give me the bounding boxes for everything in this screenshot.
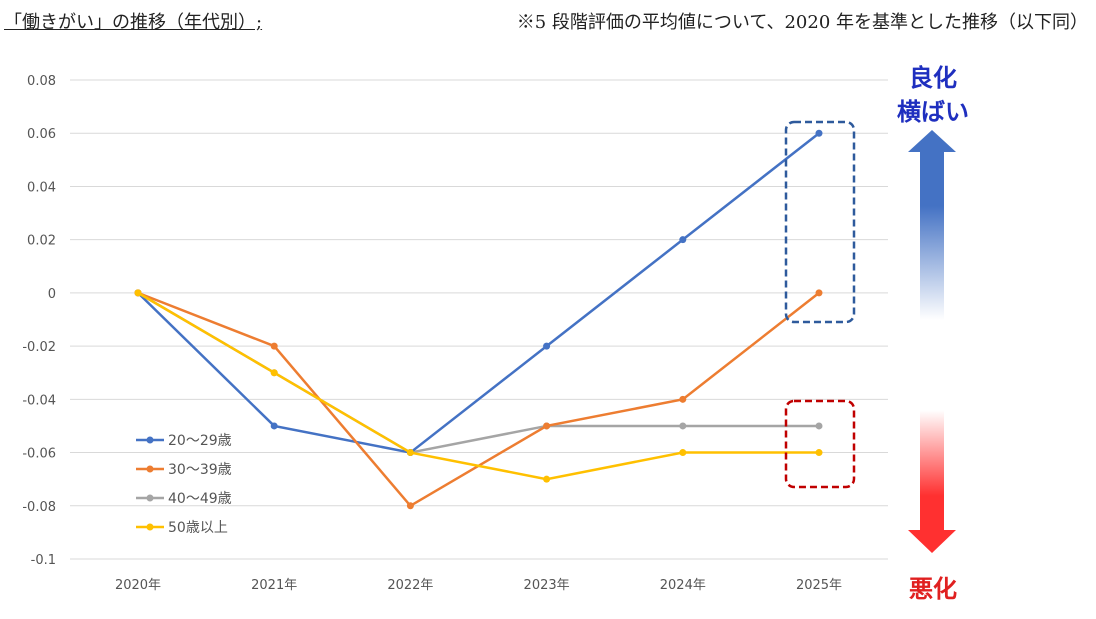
data-point: [543, 422, 551, 430]
y-tick-label: -0.08: [22, 500, 56, 515]
data-point: [815, 129, 823, 137]
data-point: [270, 369, 278, 377]
data-point: [543, 342, 551, 350]
y-tick-label: -0.06: [22, 447, 56, 462]
chart-note: ※5 段階評価の平均値について、2020 年を基準とした推移（以下同）: [516, 12, 1088, 33]
arrow-up-icon: [908, 130, 956, 320]
legend-marker: [146, 465, 154, 473]
data-point: [815, 289, 823, 297]
data-point: [270, 342, 278, 350]
series-line-0: [137, 132, 820, 454]
data-point: [679, 422, 687, 430]
x-tick-label: 2024年: [660, 578, 706, 593]
data-point: [134, 289, 142, 297]
data-point: [543, 475, 551, 483]
legend-label: 50歳以上: [168, 520, 228, 536]
label-flat: 横ばい: [897, 98, 969, 126]
x-tick-label: 2023年: [524, 578, 570, 593]
legend-marker: [146, 494, 154, 502]
data-point: [679, 449, 687, 457]
legend-label: 30〜39歳: [168, 462, 232, 478]
data-point: [815, 422, 823, 430]
y-tick-label: -0.1: [31, 553, 56, 568]
chart-title: 「働きがい」の推移（年代別）;: [4, 12, 263, 33]
legend-label: 20〜29歳: [168, 433, 232, 449]
data-point: [679, 395, 687, 403]
data-point: [270, 422, 278, 430]
x-tick-label: 2021年: [251, 578, 297, 593]
highlight-box-improve: [784, 120, 856, 324]
data-point: [815, 449, 823, 457]
x-tick-label: 2025年: [796, 578, 842, 593]
y-tick-label: 0.04: [27, 180, 56, 195]
y-tick-label: 0.08: [27, 74, 56, 89]
label-worsen: 悪化: [909, 575, 957, 603]
y-tick-label: -0.04: [22, 393, 56, 408]
data-point: [406, 449, 414, 457]
series-line-3: [137, 291, 819, 481]
data-point: [406, 502, 414, 510]
highlight-box-worsen: [784, 399, 856, 489]
label-improve: 良化: [909, 64, 957, 92]
data-point: [679, 236, 687, 244]
legend-marker: [146, 436, 154, 444]
y-tick-label: 0.02: [27, 234, 56, 249]
y-tick-label: 0: [48, 287, 56, 302]
x-tick-label: 2022年: [387, 578, 433, 593]
x-tick-label: 2020年: [115, 578, 161, 593]
y-tick-label: -0.02: [22, 340, 56, 355]
legend-label: 40〜49歳: [168, 491, 232, 507]
y-tick-label: 0.06: [27, 127, 56, 142]
arrow-down-icon: [908, 410, 956, 553]
legend-marker: [146, 523, 154, 531]
